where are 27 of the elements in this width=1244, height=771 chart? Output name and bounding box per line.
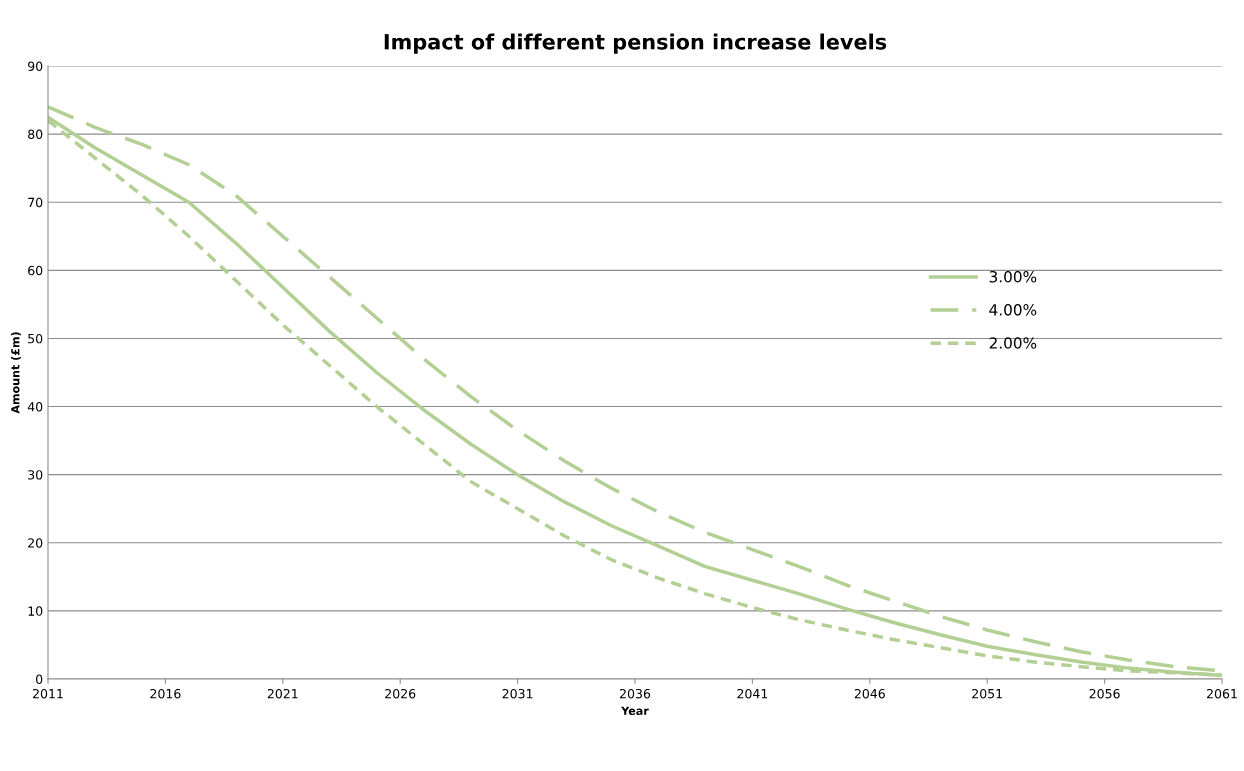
y-tick-label: 20 (28, 538, 43, 548)
y-tick-label: 0 (36, 674, 43, 684)
y-tick-label: 10 (28, 606, 43, 616)
x-tick-label: 2041 (737, 688, 768, 699)
x-tick-label: 2011 (33, 688, 63, 699)
x-tick-label: 2031 (502, 688, 533, 699)
legend-label: 4.00% (989, 304, 1037, 316)
y-tick-label: 50 (28, 333, 43, 344)
x-tick-label: 2056 (1089, 688, 1120, 699)
x-tick-label: 2021 (267, 688, 298, 699)
y-tick-label: 40 (27, 402, 43, 412)
x-tick-label: 2051 (972, 688, 1002, 699)
chart-title: Impact of different pension increase levels (384, 33, 887, 54)
x-tick-label: 2036 (620, 688, 651, 699)
x-tick-label: 2026 (385, 688, 416, 699)
y-tick-label: 80 (28, 129, 43, 140)
x-axis-title: Year (621, 706, 649, 715)
y-axis-title: Amount (£m) (10, 332, 21, 414)
legend-label: 3.00% (989, 270, 1037, 283)
legend-label: 2.00% (989, 337, 1037, 349)
y-tick-label: 60 (28, 265, 43, 276)
x-tick-label: 2016 (150, 688, 181, 699)
y-tick-label: 90 (28, 61, 43, 71)
x-tick-label: 2046 (854, 688, 885, 699)
y-tick-label: 30 (28, 470, 43, 480)
x-tick-label: 2061 (1207, 688, 1237, 699)
y-tick-label: 70 (28, 197, 43, 208)
